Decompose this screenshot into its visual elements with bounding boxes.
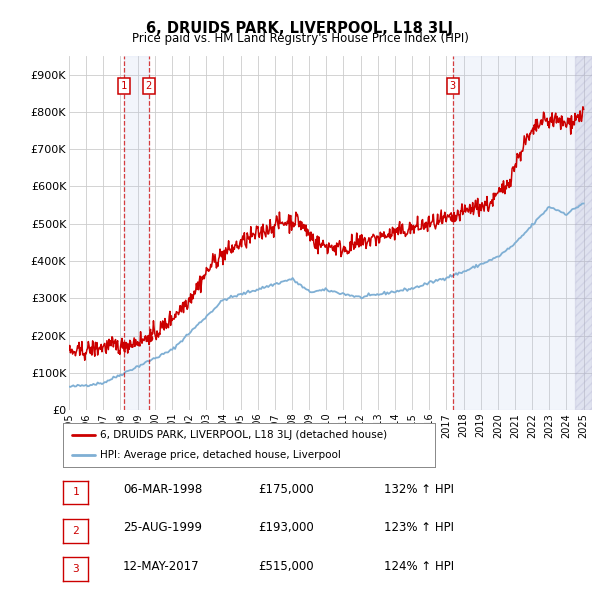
Text: 25-AUG-1999: 25-AUG-1999 <box>123 521 202 535</box>
Text: 1: 1 <box>72 487 79 497</box>
Text: 6, DRUIDS PARK, LIVERPOOL, L18 3LJ: 6, DRUIDS PARK, LIVERPOOL, L18 3LJ <box>146 21 454 35</box>
Text: 12-MAY-2017: 12-MAY-2017 <box>123 559 200 573</box>
Text: £515,000: £515,000 <box>258 559 314 573</box>
Text: £175,000: £175,000 <box>258 483 314 496</box>
Text: 124% ↑ HPI: 124% ↑ HPI <box>384 559 454 573</box>
Text: 2: 2 <box>72 526 79 536</box>
Text: £193,000: £193,000 <box>258 521 314 535</box>
Text: Price paid vs. HM Land Registry's House Price Index (HPI): Price paid vs. HM Land Registry's House … <box>131 32 469 45</box>
Text: 1: 1 <box>121 81 127 91</box>
Bar <box>124 56 149 410</box>
Text: 123% ↑ HPI: 123% ↑ HPI <box>384 521 454 535</box>
Text: 3: 3 <box>72 564 79 574</box>
Text: 6, DRUIDS PARK, LIVERPOOL, L18 3LJ (detached house): 6, DRUIDS PARK, LIVERPOOL, L18 3LJ (deta… <box>100 430 388 440</box>
Text: 3: 3 <box>449 81 456 91</box>
Text: 06-MAR-1998: 06-MAR-1998 <box>123 483 202 496</box>
Text: 2: 2 <box>146 81 152 91</box>
Text: 132% ↑ HPI: 132% ↑ HPI <box>384 483 454 496</box>
Bar <box>575 56 592 410</box>
Text: HPI: Average price, detached house, Liverpool: HPI: Average price, detached house, Live… <box>100 450 341 460</box>
Bar <box>453 56 592 410</box>
